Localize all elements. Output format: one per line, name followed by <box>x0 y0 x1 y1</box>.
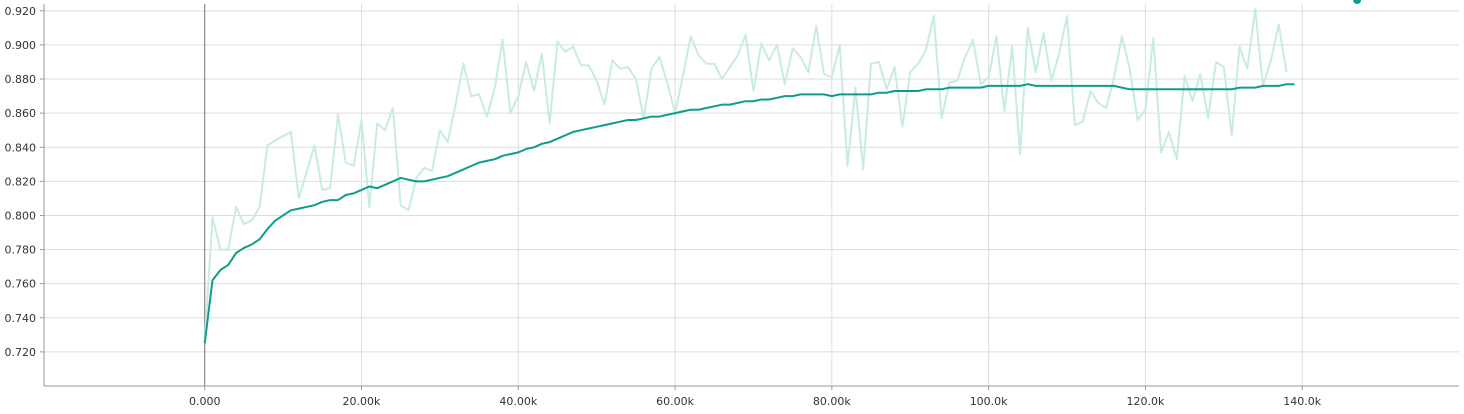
x-tick-label: 140.0k <box>1283 395 1321 408</box>
x-tick-label: 60.00k <box>656 395 694 408</box>
y-tick-label: 0.780 <box>5 244 37 257</box>
x-tick-label: 80.00k <box>813 395 851 408</box>
y-tick-label: 0.800 <box>5 209 37 222</box>
smoothed-last-point <box>1353 0 1362 4</box>
y-tick-label: 0.720 <box>5 346 37 359</box>
x-tick-label: 0.000 <box>189 395 221 408</box>
y-tick-label: 0.860 <box>5 107 37 120</box>
y-tick-labels: 0.720 0.740 0.760 0.780 0.800 0.820 0.840 0.860… <box>5 5 37 359</box>
smoothed-series-line <box>203 83 1295 344</box>
y-tick-label: 0.760 <box>5 278 37 291</box>
x-tick-labels: 0.000 20.00k 40.00k 60.00k 80.00k 100.0k 120.0… <box>189 395 1322 408</box>
x-tick-label: 40.00k <box>499 395 537 408</box>
y-tick-label: 0.900 <box>5 39 37 52</box>
axes <box>40 4 1459 390</box>
y-tick-label: 0.820 <box>5 175 37 188</box>
y-tick-label: 0.920 <box>5 5 37 18</box>
y-tick-label: 0.740 <box>5 312 37 325</box>
series <box>203 0 1362 344</box>
y-tick-label: 0.840 <box>5 141 37 154</box>
x-tick-label: 20.00k <box>343 395 381 408</box>
x-tick-label: 100.0k <box>970 395 1008 408</box>
y-tick-label: 0.880 <box>5 73 37 86</box>
grid-lines <box>44 4 1459 386</box>
raw-series-line <box>203 8 1288 342</box>
x-tick-label: 120.0k <box>1126 395 1164 408</box>
